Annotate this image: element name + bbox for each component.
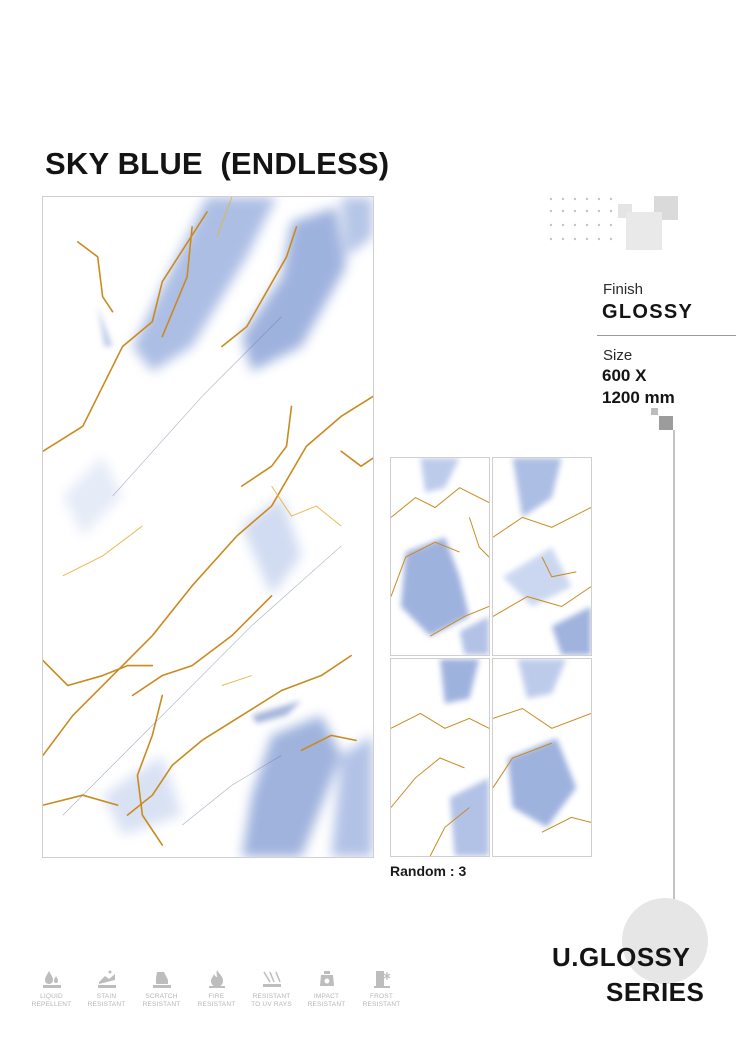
- liquid-repellent-icon: [42, 971, 61, 988]
- feature-uv-resistant: RESISTANT TO UV RAYS: [244, 968, 299, 1008]
- squares-decoration: [618, 196, 678, 250]
- random-tile-3: [390, 658, 490, 857]
- random-pattern-label: Random : 3: [390, 863, 467, 879]
- size-value: 600 X 1200 mm: [602, 366, 675, 407]
- main-tile-image: [42, 196, 374, 858]
- series-name-line1: U.GLOSSY: [552, 942, 691, 972]
- feature-frost-resistant: FROST RESISTANT: [354, 968, 409, 1008]
- product-title: SKY BLUE (ENDLESS): [45, 146, 390, 181]
- scratch-resistant-icon: [152, 972, 171, 988]
- feature-liquid-repellent: LIQUID REPELLENT: [24, 968, 79, 1008]
- divider: [597, 335, 736, 336]
- random-tile-1: [390, 457, 490, 656]
- impact-resistant-icon: [319, 971, 334, 986]
- feature-fire-resistant: FIRE RESISTANT: [189, 968, 244, 1008]
- dot-grid-decoration: [549, 197, 612, 241]
- random-tile-4: [492, 658, 592, 857]
- series-circle-decoration: [622, 898, 708, 984]
- feature-icons-row: LIQUID REPELLENT STAIN RESISTANT SCRATCH…: [24, 968, 409, 1008]
- finish-label: Finish: [603, 281, 644, 298]
- fire-resistant-icon: [208, 970, 225, 988]
- series-name-line2: SERIES: [606, 977, 705, 1007]
- finish-value: GLOSSY: [602, 301, 694, 323]
- size-label: Size: [603, 347, 633, 364]
- feature-stain-resistant: STAIN RESISTANT: [79, 968, 134, 1008]
- stain-resistant-icon: [97, 970, 116, 988]
- feature-impact-resistant: IMPACT RESISTANT: [299, 968, 354, 1008]
- random-tile-2: [492, 457, 592, 656]
- uv-resistant-icon: [262, 971, 281, 987]
- frost-resistant-icon: [373, 971, 390, 988]
- connector-decoration: [651, 408, 675, 923]
- feature-scratch-resistant: SCRATCH RESISTANT: [134, 968, 189, 1008]
